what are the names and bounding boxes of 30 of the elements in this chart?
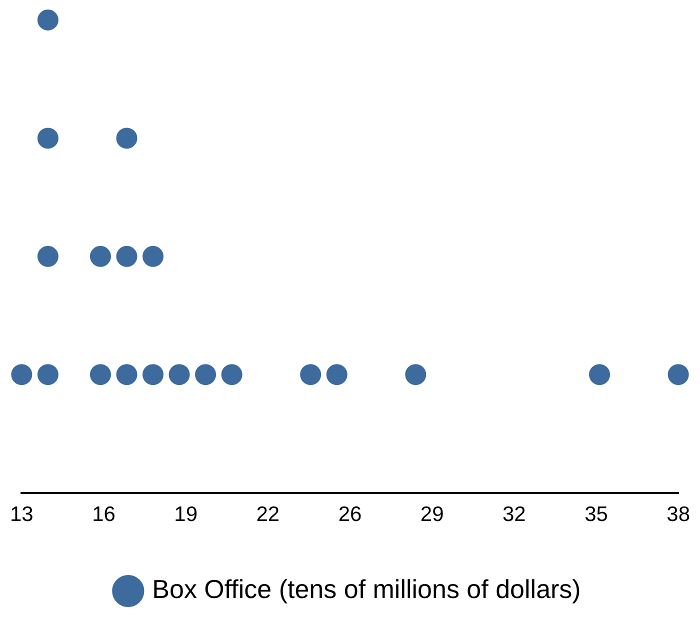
x-tick-label: 19: [174, 503, 198, 526]
point: [116, 128, 138, 149]
point: [37, 364, 58, 386]
point: [90, 246, 111, 267]
x-tick-label: 22: [256, 503, 280, 526]
x-tick-label: 29: [420, 503, 444, 526]
x-tick-label: 38: [666, 503, 690, 526]
point: [37, 10, 58, 30]
point: [90, 364, 111, 386]
point: [326, 364, 348, 386]
point: [37, 246, 58, 267]
x-tick-label: 35: [584, 503, 608, 526]
point: [142, 246, 164, 267]
point: [116, 364, 138, 386]
point: [168, 364, 190, 386]
x-tick-label: 13: [10, 503, 34, 526]
x-tick-label: 26: [338, 503, 362, 526]
x-tick-label: 16: [92, 503, 116, 526]
x-tick-label: 32: [502, 503, 526, 526]
point: [405, 364, 426, 386]
legend-label: Box Office (tens of millions of dollars): [152, 574, 581, 604]
point: [11, 364, 32, 386]
point: [589, 364, 610, 386]
point: [195, 364, 216, 386]
point: [142, 364, 164, 386]
point: [221, 364, 242, 386]
point: [668, 364, 689, 386]
point: [300, 364, 322, 386]
point: [37, 128, 58, 149]
point: [116, 246, 138, 267]
